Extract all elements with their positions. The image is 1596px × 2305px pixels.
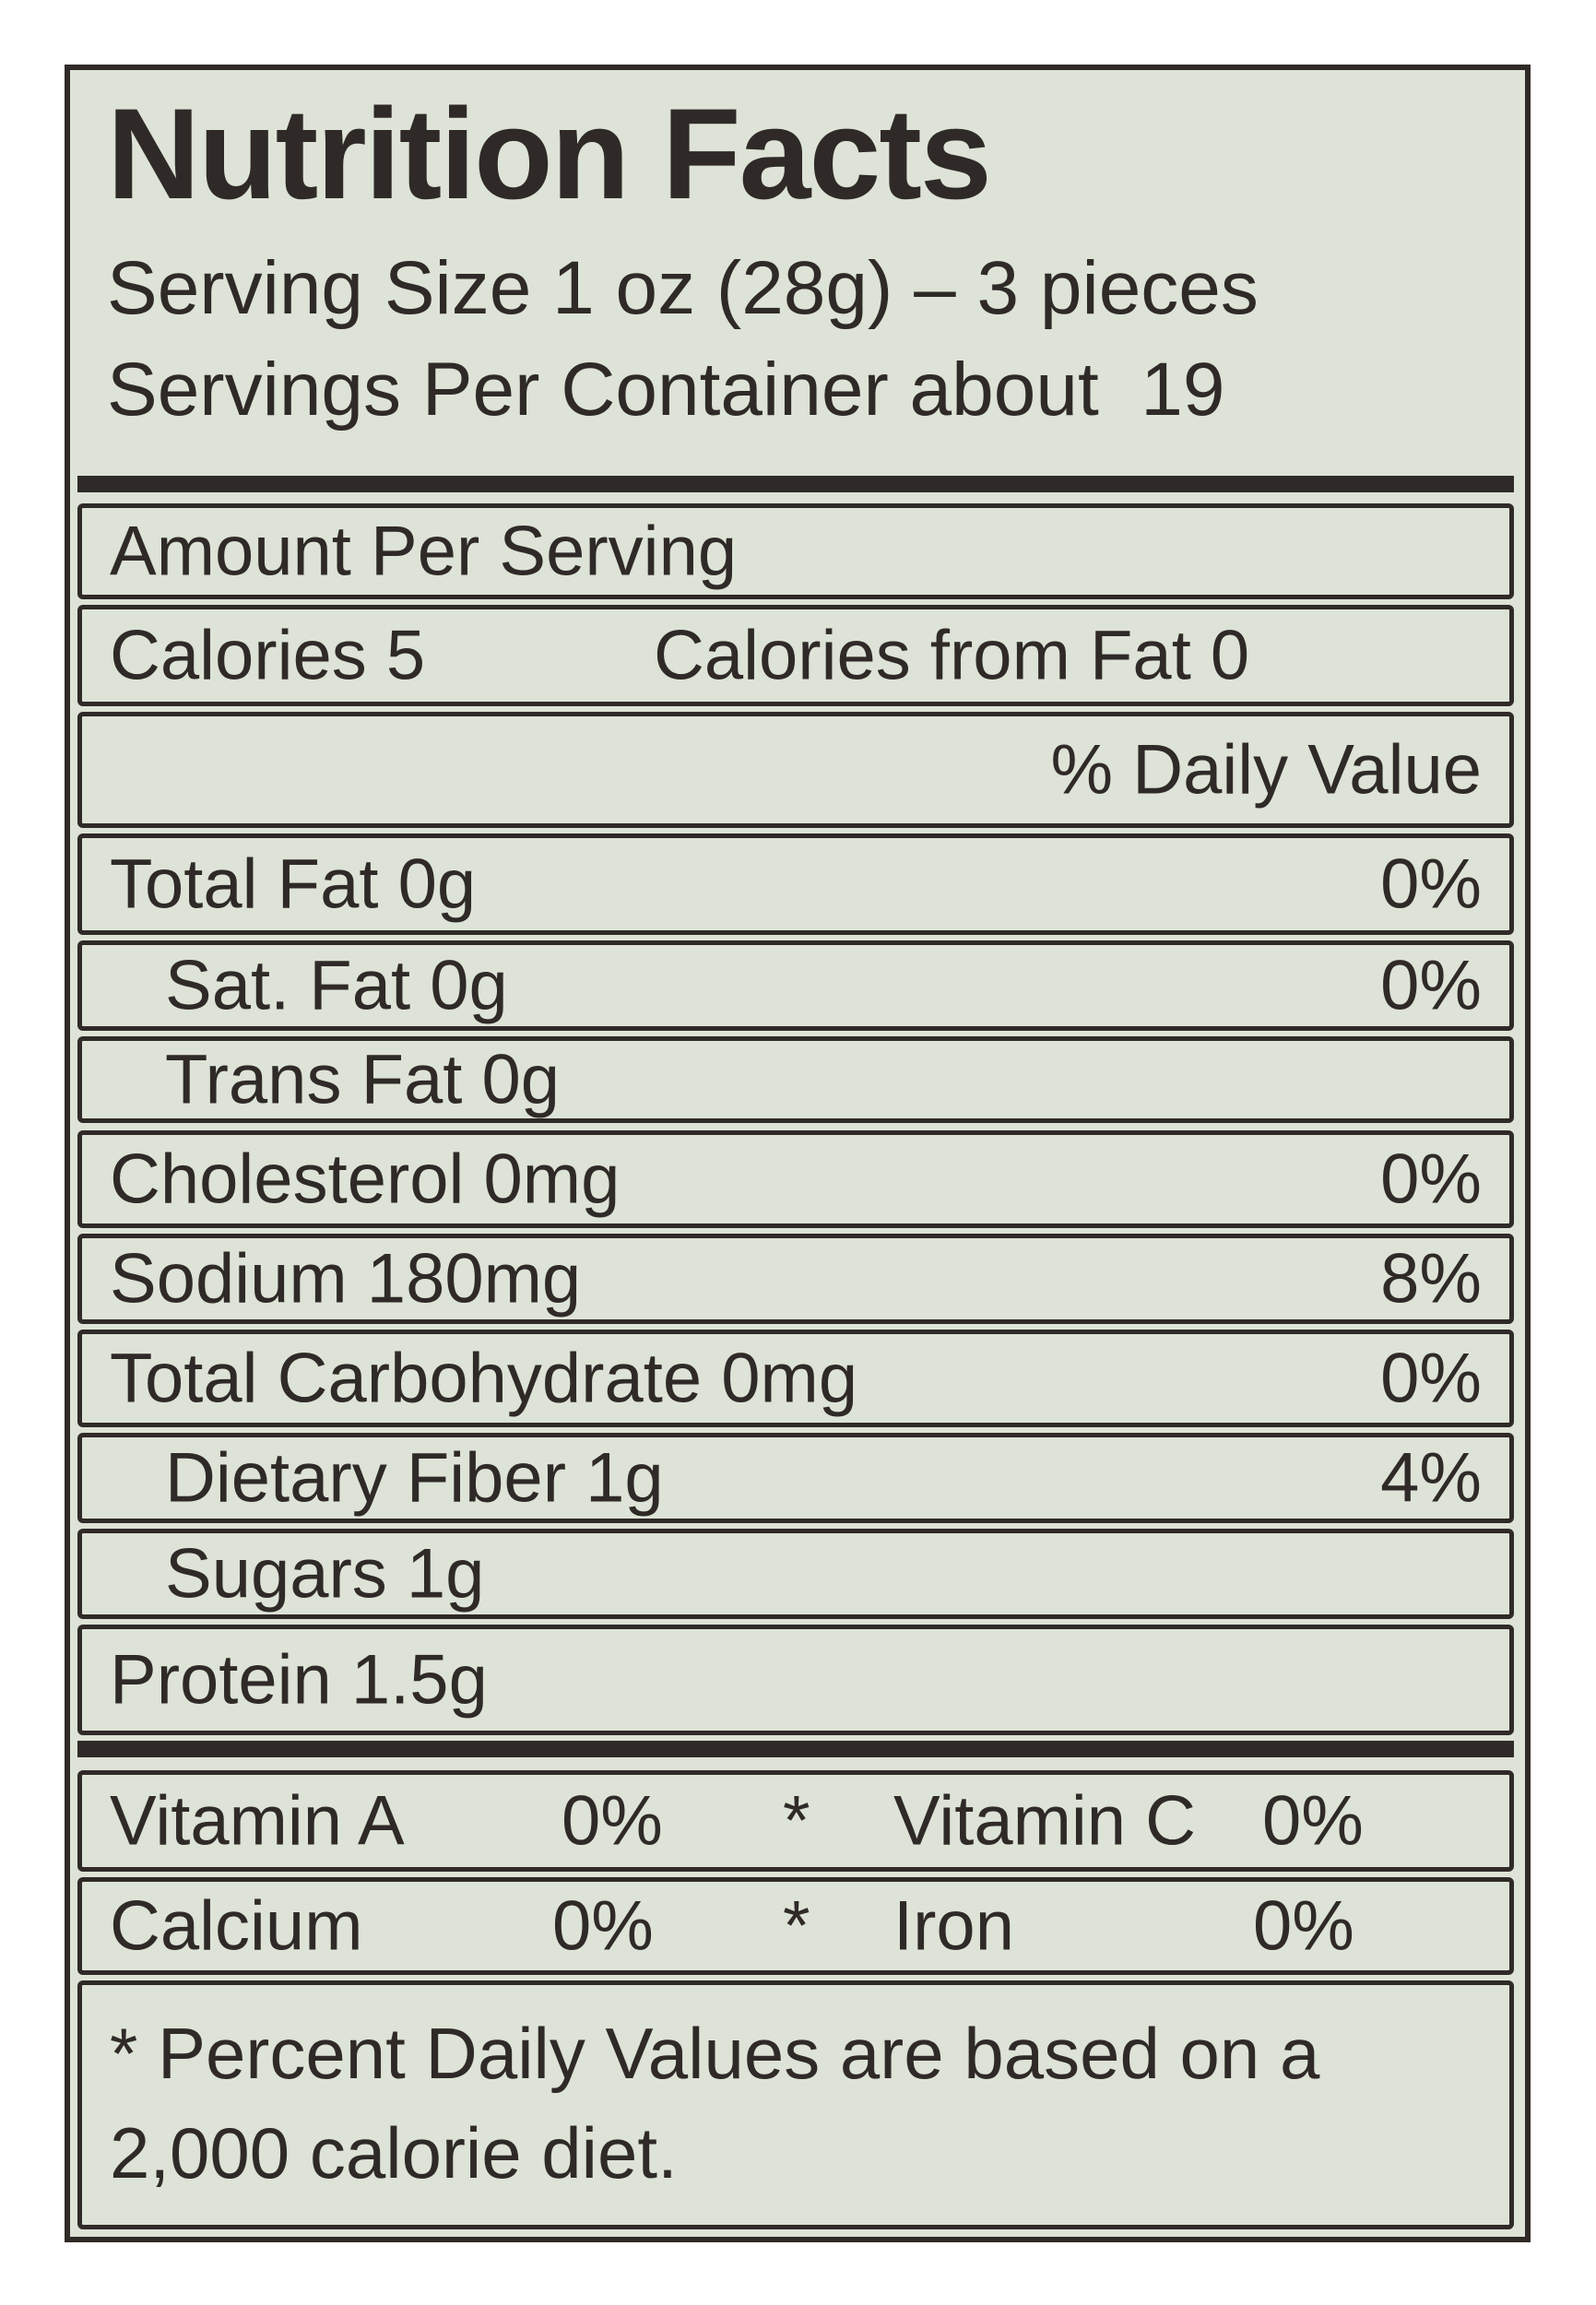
title: Nutrition Facts xyxy=(107,81,992,226)
nutrient: Sat. Fat 0g xyxy=(165,946,508,1025)
nutrition-label: Nutrition Facts Serving Size 1 oz (28g) … xyxy=(65,65,1531,2242)
row: % Daily Value xyxy=(77,712,1514,828)
vitamin-name: Calcium xyxy=(110,1886,363,1966)
thick-rule xyxy=(77,476,1514,492)
row: Calcium 0% * Iron 0% xyxy=(77,1877,1514,1975)
calories: Calories 5 xyxy=(110,616,426,695)
row: Total Carbohydrate 0mg 0% xyxy=(77,1330,1514,1427)
nutrient: Sugars 1g xyxy=(165,1534,485,1614)
nutrient: Protein 1.5g xyxy=(110,1640,488,1720)
footnote-box: * Percent Daily Values are based on a 2,… xyxy=(77,1980,1514,2229)
daily-value: 0% xyxy=(1380,845,1482,924)
daily-value: 4% xyxy=(1380,1438,1482,1518)
separator: * xyxy=(783,1886,810,1966)
row: Sodium 180mg 8% xyxy=(77,1234,1514,1324)
vitamin-value: 0% xyxy=(562,1781,663,1861)
daily-value: 0% xyxy=(1380,946,1482,1025)
row: Sugars 1g xyxy=(77,1529,1514,1619)
calories-from-fat: Calories from Fat 0 xyxy=(654,616,1250,695)
vitamin-value: 0% xyxy=(1253,1886,1354,1966)
row: Vitamin A 0% * Vitamin C 0% xyxy=(77,1770,1514,1872)
footnote: * Percent Daily Values are based on a 2,… xyxy=(110,2013,1320,2193)
row: Sat. Fat 0g 0% xyxy=(77,940,1514,1031)
thick-rule xyxy=(77,1741,1514,1757)
row: Amount Per Serving xyxy=(77,503,1514,599)
vitamin-value: 0% xyxy=(1262,1781,1364,1861)
vitamin-value: 0% xyxy=(552,1886,654,1966)
vitamin-name: Iron xyxy=(893,1886,1014,1966)
nutrient: Trans Fat 0g xyxy=(165,1040,561,1119)
row: Dietary Fiber 1g 4% xyxy=(77,1433,1514,1523)
daily-value-header: % Daily Value xyxy=(1050,730,1482,810)
nutrient: Total Fat 0g xyxy=(110,845,477,924)
amount-per-serving: Amount Per Serving xyxy=(110,512,738,591)
serving-size: Serving Size 1 oz (28g) – 3 pieces xyxy=(107,246,1259,330)
vitamin-name: Vitamin A xyxy=(110,1781,405,1861)
row: Cholesterol 0mg 0% xyxy=(77,1130,1514,1228)
row: Calories 5 Calories from Fat 0 xyxy=(77,605,1514,706)
nutrient: Sodium 180mg xyxy=(110,1239,582,1318)
daily-value: 8% xyxy=(1380,1239,1482,1318)
vitamin-name: Vitamin C xyxy=(893,1781,1197,1861)
daily-value: 0% xyxy=(1380,1339,1482,1418)
row: Trans Fat 0g xyxy=(77,1036,1514,1123)
row: Protein 1.5g xyxy=(77,1625,1514,1735)
servings-per-container: Servings Per Container about 19 xyxy=(107,348,1225,431)
row: Total Fat 0g 0% xyxy=(77,833,1514,935)
separator: * xyxy=(783,1781,810,1861)
nutrient: Total Carbohydrate 0mg xyxy=(110,1339,858,1418)
nutrient: Dietary Fiber 1g xyxy=(165,1438,664,1518)
daily-value: 0% xyxy=(1380,1140,1482,1219)
nutrient: Cholesterol 0mg xyxy=(110,1140,621,1219)
